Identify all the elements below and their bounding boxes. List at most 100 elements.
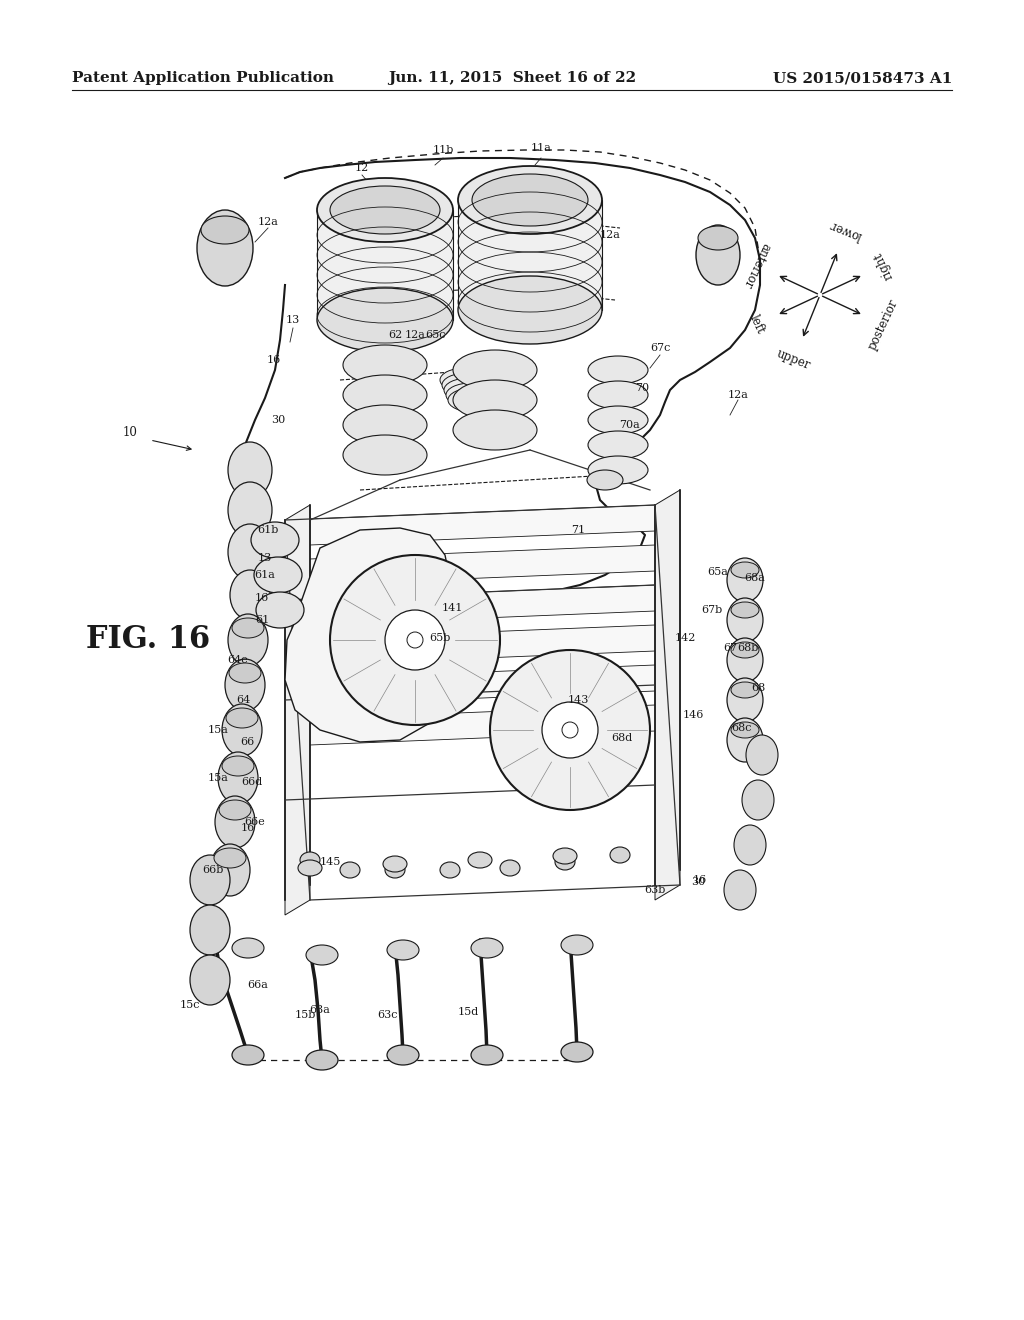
Ellipse shape (468, 851, 492, 869)
Text: 66e: 66e (245, 817, 265, 828)
Polygon shape (285, 585, 680, 624)
Text: 143: 143 (567, 696, 589, 705)
Ellipse shape (731, 682, 759, 698)
Ellipse shape (588, 432, 648, 459)
Text: 68b: 68b (737, 643, 759, 653)
Ellipse shape (440, 862, 460, 878)
Text: 64e: 64e (227, 655, 249, 665)
Text: 62: 62 (388, 330, 402, 341)
Text: Jun. 11, 2015  Sheet 16 of 22: Jun. 11, 2015 Sheet 16 of 22 (388, 71, 636, 84)
Text: left: left (746, 313, 767, 337)
Ellipse shape (444, 378, 494, 403)
Ellipse shape (385, 862, 406, 878)
Text: 68: 68 (751, 682, 765, 693)
Ellipse shape (472, 174, 588, 226)
Text: 142: 142 (675, 634, 695, 643)
Text: 66a: 66a (248, 979, 268, 990)
Ellipse shape (588, 455, 648, 484)
Polygon shape (285, 665, 680, 705)
Ellipse shape (383, 855, 407, 873)
Text: 16: 16 (241, 822, 255, 833)
Ellipse shape (561, 935, 593, 954)
Text: 16: 16 (693, 875, 708, 884)
Text: 66b: 66b (203, 865, 223, 875)
Ellipse shape (298, 861, 322, 876)
Ellipse shape (724, 870, 756, 909)
Ellipse shape (232, 939, 264, 958)
Text: 66d: 66d (242, 777, 262, 787)
Ellipse shape (561, 1041, 593, 1063)
Text: 13: 13 (258, 553, 272, 564)
Ellipse shape (228, 482, 272, 539)
Ellipse shape (696, 224, 740, 285)
Ellipse shape (343, 375, 427, 414)
Ellipse shape (228, 442, 272, 498)
Ellipse shape (230, 570, 270, 620)
Ellipse shape (222, 756, 254, 776)
Ellipse shape (201, 216, 249, 244)
Ellipse shape (387, 940, 419, 960)
Ellipse shape (232, 1045, 264, 1065)
Ellipse shape (306, 945, 338, 965)
Ellipse shape (232, 618, 264, 638)
Text: US 2015/0158473 A1: US 2015/0158473 A1 (773, 71, 952, 84)
Text: 15a: 15a (208, 774, 228, 783)
Ellipse shape (727, 718, 763, 762)
Ellipse shape (306, 1049, 338, 1071)
Ellipse shape (340, 862, 360, 878)
Ellipse shape (343, 436, 427, 475)
Ellipse shape (698, 226, 738, 249)
Circle shape (385, 610, 445, 671)
Ellipse shape (210, 843, 250, 896)
Text: 63c: 63c (378, 1010, 398, 1020)
Ellipse shape (587, 470, 623, 490)
Text: 141: 141 (441, 603, 463, 612)
Ellipse shape (190, 855, 230, 906)
Ellipse shape (731, 642, 759, 657)
Ellipse shape (300, 851, 319, 869)
Text: 30: 30 (271, 414, 285, 425)
Ellipse shape (387, 1045, 419, 1065)
Text: 15b: 15b (294, 1010, 315, 1020)
Circle shape (330, 554, 500, 725)
Ellipse shape (317, 178, 453, 242)
Text: 65b: 65b (429, 634, 451, 643)
Text: 66: 66 (240, 737, 254, 747)
Ellipse shape (458, 276, 602, 345)
Text: 146: 146 (682, 710, 703, 719)
Ellipse shape (458, 166, 602, 234)
Text: right: right (871, 249, 895, 281)
Ellipse shape (727, 638, 763, 682)
Ellipse shape (588, 381, 648, 409)
Text: upper: upper (775, 347, 813, 372)
Ellipse shape (727, 598, 763, 642)
Ellipse shape (222, 704, 262, 756)
Ellipse shape (317, 288, 453, 352)
Text: 63b: 63b (644, 884, 666, 895)
Ellipse shape (197, 210, 253, 286)
Text: 15a: 15a (208, 725, 228, 735)
Text: 70a: 70a (620, 420, 640, 430)
Ellipse shape (228, 614, 268, 667)
Polygon shape (285, 545, 680, 585)
Text: 68c: 68c (732, 723, 753, 733)
Ellipse shape (562, 722, 578, 738)
Ellipse shape (229, 663, 261, 682)
Ellipse shape (407, 632, 423, 648)
Text: 61a: 61a (255, 570, 275, 579)
Text: 71: 71 (571, 525, 585, 535)
Polygon shape (285, 506, 680, 545)
Ellipse shape (588, 356, 648, 384)
Ellipse shape (190, 906, 230, 954)
Text: 12a: 12a (404, 330, 425, 341)
Circle shape (542, 702, 598, 758)
Text: 61: 61 (255, 615, 269, 624)
Ellipse shape (215, 796, 255, 847)
Polygon shape (285, 506, 310, 915)
Text: 67c: 67c (650, 343, 670, 352)
Ellipse shape (500, 861, 520, 876)
Text: 65c: 65c (425, 330, 445, 341)
Ellipse shape (219, 800, 251, 820)
Ellipse shape (742, 780, 774, 820)
Circle shape (490, 649, 650, 810)
